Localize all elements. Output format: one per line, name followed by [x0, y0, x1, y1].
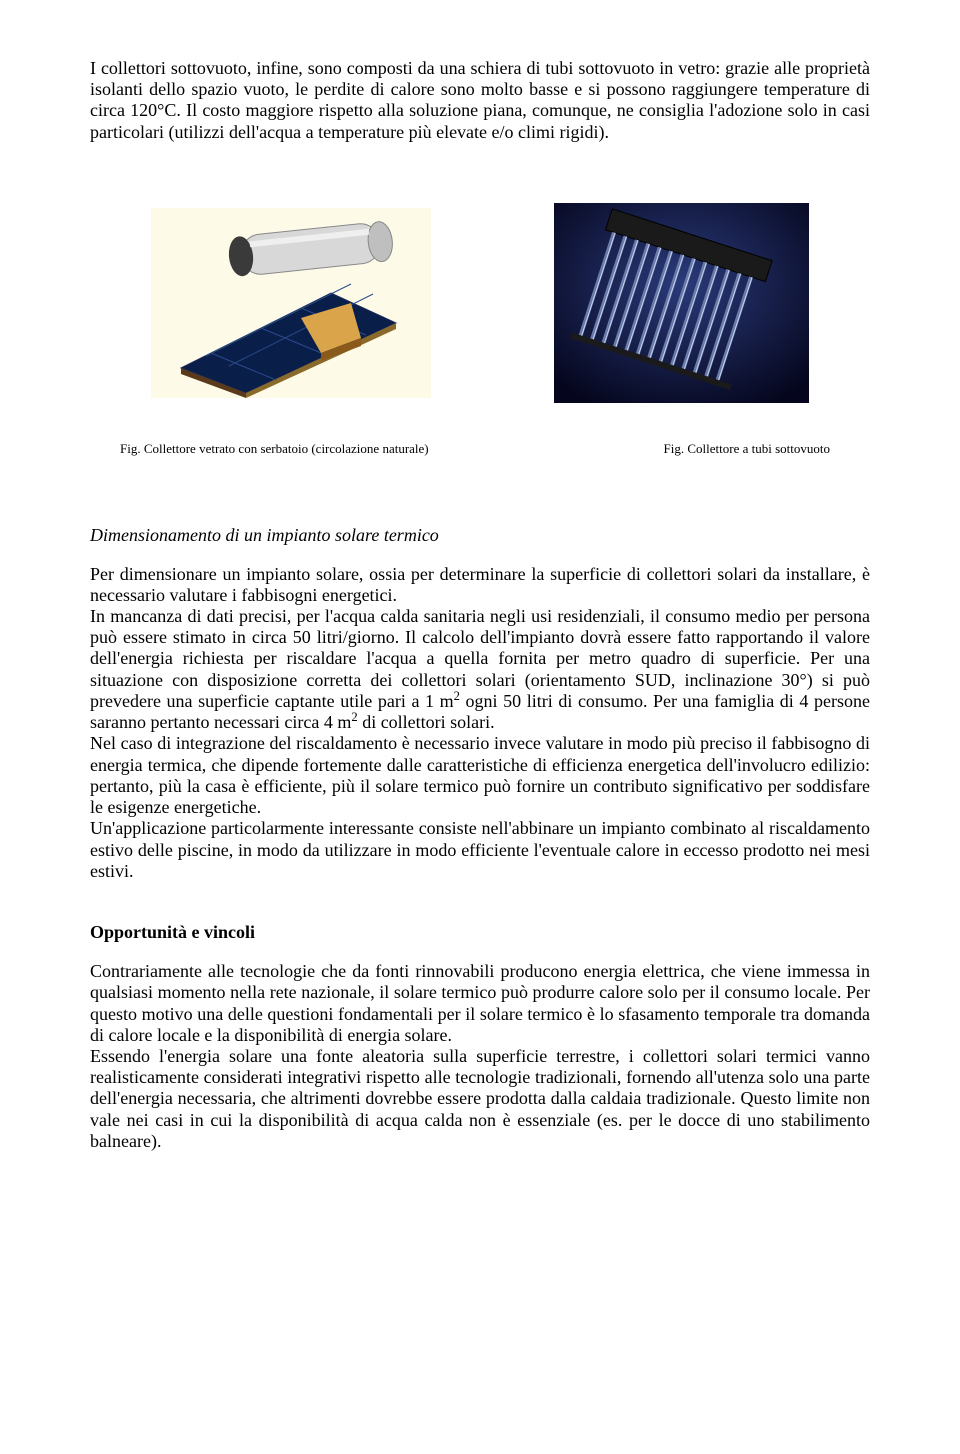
figure-caption-2: Fig. Collettore a tubi sottovuoto: [664, 441, 830, 457]
paragraph-opp-2: Essendo l'energia solare una fonte aleat…: [90, 1046, 870, 1152]
figure-flat-plate-collector: [151, 208, 431, 398]
heading-opportunita: Opportunità e vincoli: [90, 922, 870, 943]
figure-caption-1: Fig. Collettore vetrato con serbatoio (c…: [120, 441, 429, 457]
paragraph-dim-4: Un'applicazione particolarmente interess…: [90, 818, 870, 882]
paragraph-dim-1: Per dimensionare un impianto solare, oss…: [90, 564, 870, 606]
figure-evacuated-tube-collector: [554, 203, 809, 403]
figure-captions-row: Fig. Collettore vetrato con serbatoio (c…: [90, 441, 870, 457]
paragraph-dim-2: In mancanza di dati precisi, per l'acqua…: [90, 606, 870, 733]
paragraph-opp-1: Contrariamente alle tecnologie che da fo…: [90, 961, 870, 1046]
figures-row: [90, 203, 870, 403]
document-page: I collettori sottovuoto, infine, sono co…: [0, 0, 960, 1212]
heading-dimensionamento: Dimensionamento di un impianto solare te…: [90, 525, 870, 546]
paragraph-intro: I collettori sottovuoto, infine, sono co…: [90, 58, 870, 143]
paragraph-dim-3: Nel caso di integrazione del riscaldamen…: [90, 733, 870, 818]
text-span: di collettori solari.: [358, 712, 495, 732]
